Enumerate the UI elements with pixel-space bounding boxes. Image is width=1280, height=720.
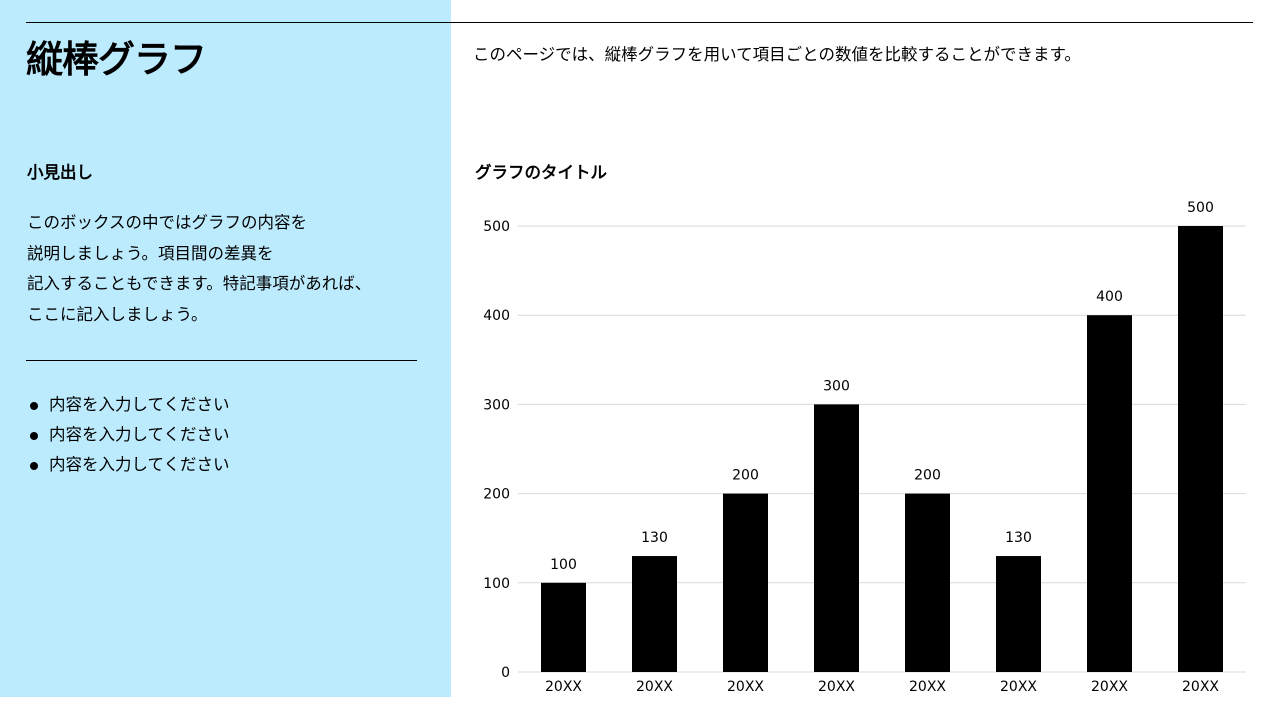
x-tick-label: 20XX xyxy=(727,679,764,695)
bar-chart: 0 100 200 300 400 500 100 20XX 130 20XX 200 20XX 300… xyxy=(483,200,1246,695)
sidebar-panel xyxy=(0,0,451,697)
sidebar-description: このボックスの中ではグラフの内容を 説明しましょう。項目間の差異を 記入すること… xyxy=(27,213,372,324)
y-tick-label: 500 xyxy=(483,219,510,235)
y-tick-label: 100 xyxy=(483,576,510,592)
x-tick-label: 20XX xyxy=(1091,679,1128,695)
bar xyxy=(996,556,1041,672)
data-label: 130 xyxy=(641,530,668,546)
data-label: 130 xyxy=(1005,530,1032,546)
bullet-item: 内容を入力してください xyxy=(27,450,230,480)
data-label: 200 xyxy=(732,468,759,484)
y-tick-label: 400 xyxy=(483,308,510,324)
bar xyxy=(541,582,586,672)
y-tick-label: 200 xyxy=(483,487,510,503)
bar xyxy=(905,493,950,672)
x-tick-label: 20XX xyxy=(636,679,673,695)
data-label: 100 xyxy=(550,557,577,573)
x-tick-label: 20XX xyxy=(1182,679,1219,695)
top-divider xyxy=(26,22,1253,23)
data-label: 500 xyxy=(1187,200,1214,216)
bullet-item: 内容を入力してください xyxy=(27,390,230,420)
y-tick-label: 300 xyxy=(483,397,510,413)
x-tick-label: 20XX xyxy=(545,679,582,695)
data-label: 300 xyxy=(823,378,850,394)
x-tick-label: 20XX xyxy=(818,679,855,695)
x-tick-label: 20XX xyxy=(909,679,946,695)
bullet-list: 内容を入力してください 内容を入力してください 内容を入力してください xyxy=(27,390,230,480)
data-label: 200 xyxy=(914,468,941,484)
bar xyxy=(632,556,677,672)
chart-title: グラフのタイトル xyxy=(475,163,607,182)
bar xyxy=(1087,315,1132,672)
bar xyxy=(814,404,859,672)
data-label: 400 xyxy=(1096,289,1123,305)
bullet-item: 内容を入力してください xyxy=(27,420,230,450)
page-title: 縦棒グラフ xyxy=(26,38,207,81)
y-tick-label: 0 xyxy=(501,665,510,681)
bar xyxy=(1178,226,1223,672)
x-tick-label: 20XX xyxy=(1000,679,1037,695)
intro-text: このページでは、縦棒グラフを用いて項目ごとの数値を比較することができます。 xyxy=(473,45,1081,64)
bar xyxy=(723,493,768,672)
sidebar-subheading: 小見出し xyxy=(27,163,93,182)
sidebar-divider xyxy=(26,360,417,361)
